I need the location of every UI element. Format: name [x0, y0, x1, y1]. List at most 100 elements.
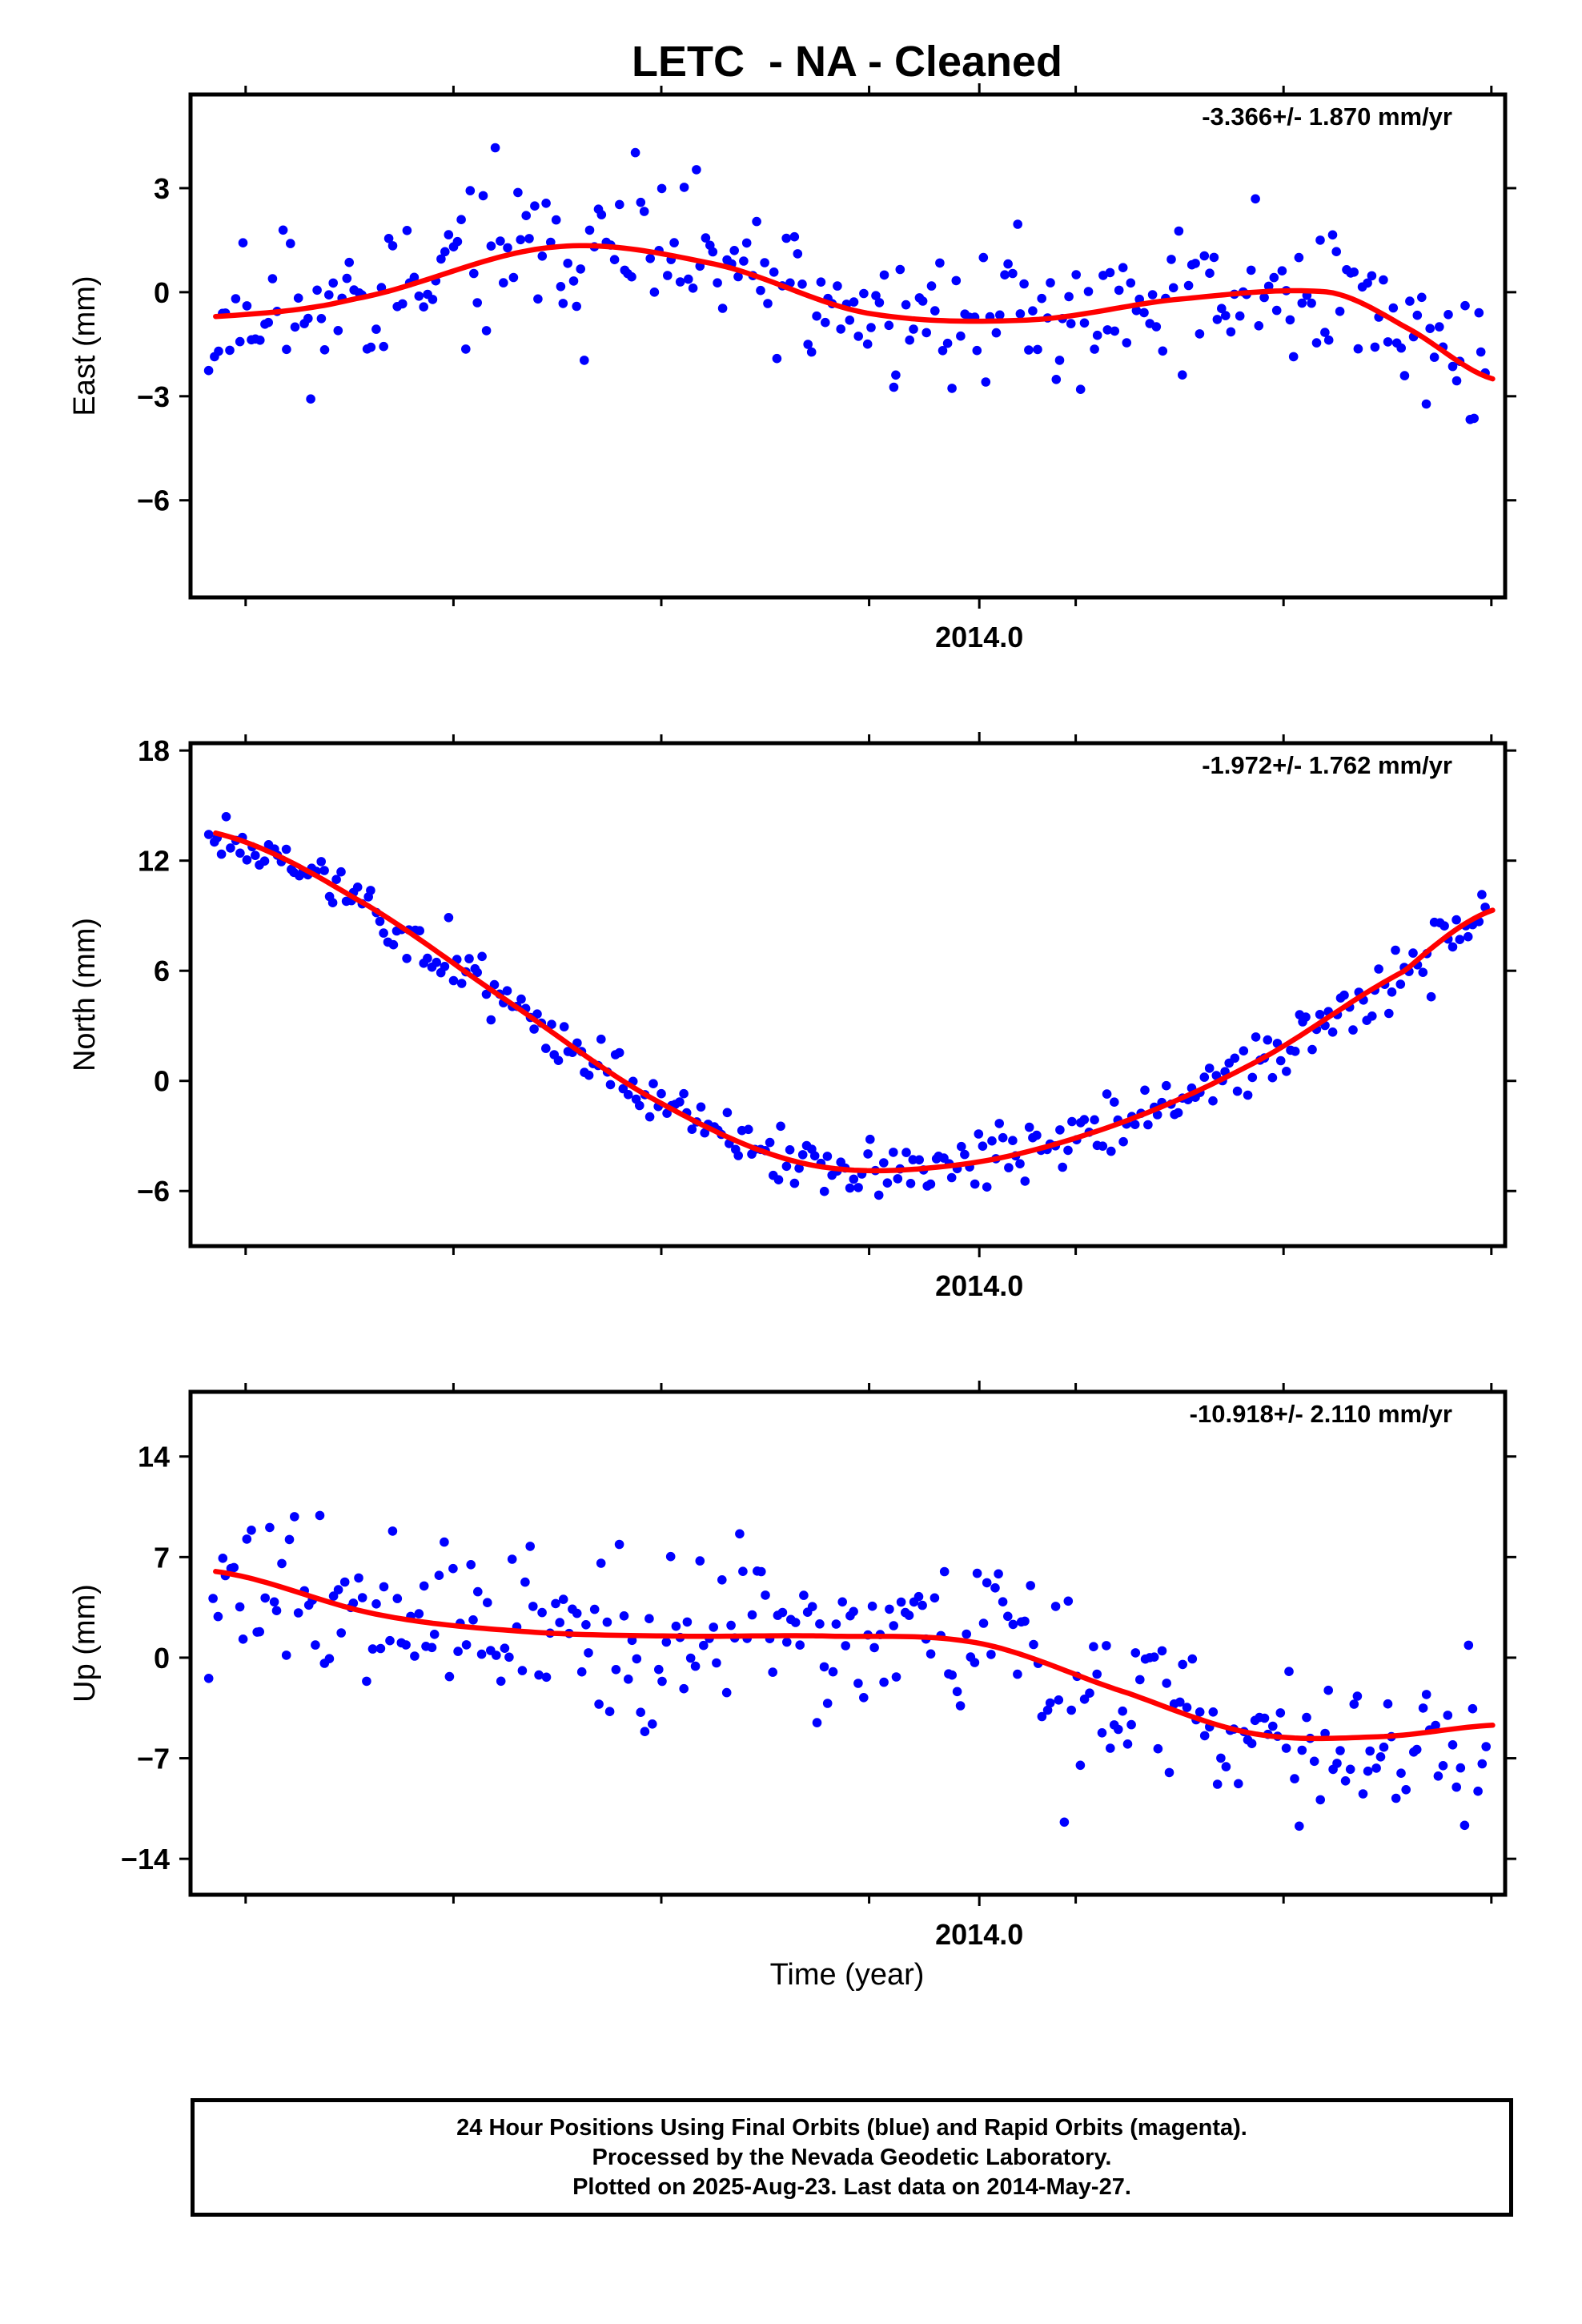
- data-point: [1151, 322, 1162, 332]
- data-point: [532, 1009, 542, 1019]
- data-point: [889, 1148, 898, 1157]
- data-point: [960, 1149, 970, 1160]
- data-point: [259, 856, 270, 866]
- data-point: [513, 187, 523, 198]
- data-point: [656, 183, 667, 194]
- data-point: [806, 347, 817, 357]
- data-point: [644, 1614, 654, 1623]
- data-point: [1178, 370, 1187, 380]
- data-point: [419, 302, 428, 312]
- data-point: [584, 225, 595, 235]
- data-point: [970, 1179, 980, 1189]
- data-point: [946, 1172, 957, 1183]
- data-point: [1290, 1047, 1300, 1056]
- data-point: [1443, 1711, 1453, 1720]
- data-point: [822, 1152, 833, 1161]
- data-point: [496, 236, 505, 246]
- data-point: [1199, 1731, 1210, 1741]
- data-point: [862, 339, 873, 349]
- data-point: [769, 267, 779, 277]
- x-tick-label: 2014.0: [935, 1918, 1023, 1951]
- data-point: [216, 849, 227, 859]
- data-point: [654, 1664, 664, 1675]
- data-point: [1105, 267, 1115, 278]
- data-point: [444, 913, 454, 923]
- data-point: [453, 1647, 463, 1656]
- data-point: [845, 1183, 855, 1193]
- data-point: [1294, 252, 1304, 263]
- data-point: [1164, 1767, 1174, 1778]
- data-point: [602, 1617, 612, 1627]
- data-point: [789, 1178, 800, 1188]
- panel-3: 2014.0 −14 −7 0 7 14 Up (mm) -10.918+/- 2.110 m…: [68, 1381, 1516, 1951]
- data-point: [926, 281, 937, 291]
- data-point: [972, 1568, 982, 1578]
- data-point: [1216, 1753, 1226, 1763]
- data-point: [1232, 1086, 1243, 1096]
- data-point: [777, 1607, 788, 1618]
- data-point: [1008, 1619, 1018, 1630]
- data-point: [994, 1119, 1004, 1128]
- data-point: [333, 326, 343, 336]
- data-point: [1162, 1679, 1171, 1688]
- data-point: [242, 855, 252, 865]
- data-point: [789, 231, 800, 242]
- data-point: [866, 323, 876, 332]
- data-point: [917, 1600, 927, 1610]
- data-point: [379, 1582, 389, 1592]
- data-point: [1019, 279, 1029, 289]
- data-point: [293, 293, 303, 304]
- data-point: [970, 1658, 980, 1667]
- data-point: [251, 850, 260, 860]
- data-point: [1363, 1766, 1373, 1776]
- data-point: [1388, 303, 1399, 313]
- data-point: [859, 1693, 869, 1703]
- data-point: [1175, 1697, 1185, 1707]
- data-point: [797, 1150, 808, 1160]
- data-point: [1309, 1756, 1319, 1767]
- data-point: [614, 1539, 624, 1550]
- data-point: [1182, 1703, 1192, 1712]
- data-point: [623, 1090, 633, 1100]
- data-point: [1408, 948, 1418, 958]
- data-point: [1404, 1939, 1414, 1948]
- data-point: [1391, 945, 1400, 955]
- data-point: [1421, 1690, 1431, 1699]
- y-tick-label: 18: [138, 734, 170, 767]
- x-tick-label: 2014.0: [935, 621, 1023, 653]
- data-point: [891, 1672, 901, 1682]
- data-point: [795, 1640, 805, 1650]
- data-point: [477, 951, 487, 962]
- data-point: [1456, 1763, 1466, 1773]
- data-point: [1452, 915, 1461, 925]
- data-point: [1443, 310, 1453, 320]
- data-point: [472, 967, 482, 978]
- data-point: [483, 1598, 492, 1607]
- data-point: [465, 186, 476, 195]
- data-point: [502, 986, 512, 995]
- data-point: [1251, 1032, 1261, 1042]
- data-point: [247, 1526, 256, 1535]
- data-point: [1071, 270, 1081, 279]
- data-point: [639, 207, 649, 216]
- data-point: [733, 271, 743, 282]
- data-point: [1295, 1821, 1304, 1831]
- data-point: [1460, 300, 1470, 311]
- rate-label: -3.366+/- 1.870 mm/yr: [1202, 103, 1452, 131]
- data-point: [1301, 1012, 1311, 1022]
- data-point: [203, 1674, 214, 1683]
- data-point: [1173, 1108, 1183, 1118]
- fit-curve: [213, 830, 1496, 1174]
- data-point: [461, 344, 471, 354]
- data-point: [448, 1563, 458, 1574]
- data-point: [541, 199, 551, 208]
- data-point: [1285, 315, 1295, 325]
- x-tick-label: 2014.0: [935, 1269, 1023, 1302]
- data-point: [1212, 1779, 1223, 1789]
- data-point: [354, 1573, 363, 1583]
- data-point: [281, 1651, 291, 1660]
- data-point: [1054, 356, 1065, 365]
- data-point: [909, 324, 918, 334]
- data-points: [203, 143, 1490, 424]
- data-point: [1066, 1705, 1076, 1715]
